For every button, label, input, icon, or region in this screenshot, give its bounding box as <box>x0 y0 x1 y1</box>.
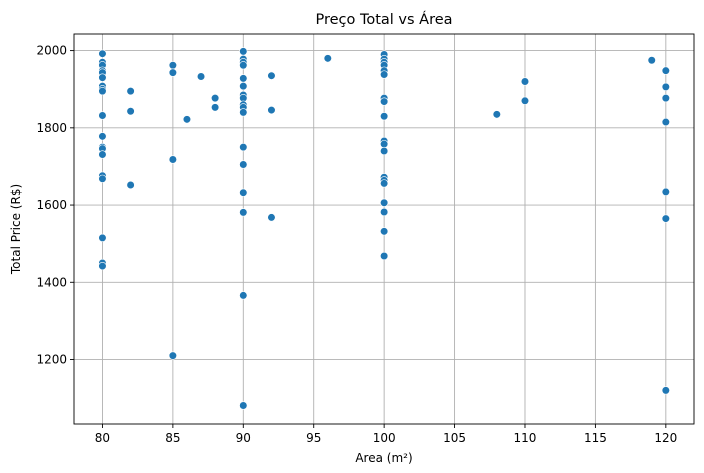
x-tick-label: 85 <box>165 431 180 445</box>
data-point <box>126 107 135 116</box>
data-point <box>380 198 389 207</box>
data-point <box>380 146 389 156</box>
data-point <box>98 49 107 58</box>
data-point <box>98 261 107 271</box>
y-axis-label: Total Price (R$) <box>9 184 23 275</box>
data-point <box>239 401 248 410</box>
y-tick-label: 2000 <box>36 44 67 58</box>
data-point <box>98 73 107 82</box>
data-point <box>661 66 670 75</box>
data-point <box>380 207 389 217</box>
y-tick-label: 1800 <box>36 121 67 135</box>
data-point <box>211 103 220 112</box>
data-point <box>661 117 670 127</box>
data-point <box>380 227 389 236</box>
data-point <box>239 74 248 83</box>
y-tick-label: 1600 <box>36 198 67 212</box>
data-point <box>267 213 276 222</box>
data-point <box>239 61 248 70</box>
data-point <box>98 150 107 159</box>
data-point <box>661 386 670 395</box>
x-tick-label: 90 <box>236 431 251 445</box>
data-point <box>380 251 389 261</box>
data-points <box>98 47 670 410</box>
data-point <box>239 108 248 117</box>
x-tick-label: 105 <box>443 431 466 445</box>
data-point <box>168 68 177 77</box>
data-point <box>98 111 107 120</box>
data-point <box>98 233 107 242</box>
data-point <box>661 82 670 92</box>
data-point <box>182 115 192 124</box>
data-point <box>239 188 248 197</box>
data-point <box>380 139 389 149</box>
x-axis-label: Area (m²) <box>355 451 412 465</box>
data-point <box>196 72 206 81</box>
data-point <box>661 214 670 223</box>
data-point <box>380 112 389 121</box>
data-point <box>520 96 530 105</box>
data-point <box>647 56 656 65</box>
data-point <box>98 132 107 141</box>
data-point <box>168 155 177 164</box>
y-tick-label: 1200 <box>36 353 67 367</box>
data-point <box>380 70 389 79</box>
x-tick-label: 120 <box>654 431 677 445</box>
data-point <box>239 143 248 152</box>
x-tick-label: 110 <box>514 431 537 445</box>
x-tick-label: 100 <box>373 431 396 445</box>
data-point <box>98 87 107 96</box>
axis-ticks: 80 85 90 95 100 105 110 115 120 1200 1400 1600 1800 2… <box>36 44 677 445</box>
data-point <box>520 77 530 86</box>
data-point <box>661 187 670 197</box>
data-point <box>126 87 135 96</box>
data-point <box>239 291 248 300</box>
data-point <box>239 208 248 217</box>
x-tick-label: 95 <box>306 431 321 445</box>
data-point <box>98 174 107 183</box>
x-tick-label: 115 <box>584 431 607 445</box>
data-point <box>267 71 276 80</box>
data-point <box>380 97 389 106</box>
data-point <box>661 93 670 103</box>
data-point <box>239 82 248 91</box>
data-point <box>168 61 177 70</box>
data-point <box>323 54 332 63</box>
data-point <box>492 110 501 119</box>
data-point <box>239 47 248 56</box>
data-point <box>211 93 220 103</box>
data-point <box>239 160 248 169</box>
y-tick-label: 1400 <box>36 275 67 289</box>
data-point <box>380 179 389 188</box>
x-tick-label: 80 <box>95 431 110 445</box>
data-point <box>168 351 177 360</box>
chart-title: Preço Total vs Área <box>315 11 452 28</box>
data-point <box>126 180 135 190</box>
data-point <box>267 105 276 115</box>
